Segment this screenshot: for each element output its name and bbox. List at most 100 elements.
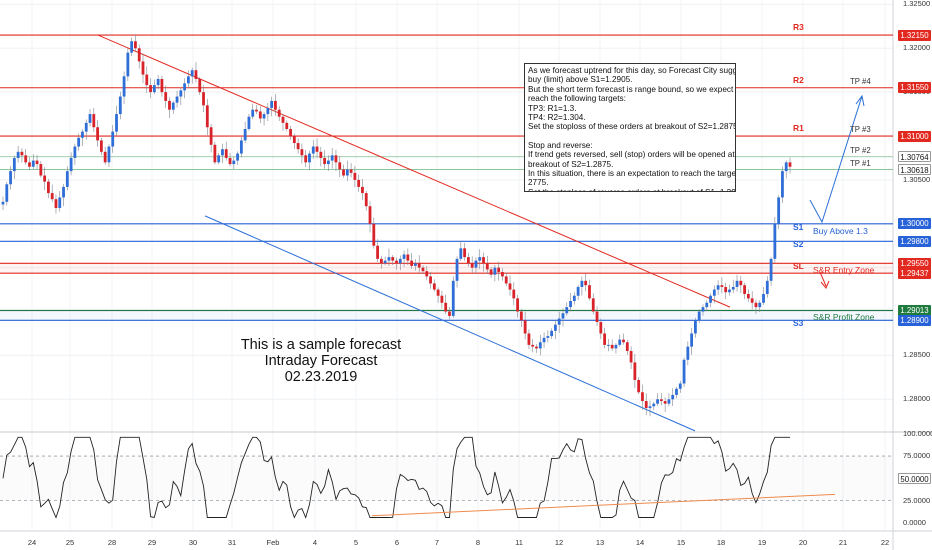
time-tick-label: 19 [757, 538, 767, 547]
candle-body [671, 394, 675, 400]
candle-body [368, 206, 372, 224]
candle-body [421, 267, 425, 272]
lower-channel-line [204, 215, 696, 432]
candle-body [489, 269, 493, 275]
candle-body [228, 157, 232, 165]
candle-body [122, 76, 126, 97]
candle-body [417, 263, 421, 268]
candle-body [432, 283, 436, 290]
forecast-title-line1: This is a sample forecast [240, 337, 402, 353]
candle-body [614, 344, 618, 349]
candle-body [572, 295, 576, 301]
candle-body [777, 197, 781, 224]
price-tick-label: 1.32500 [903, 0, 931, 9]
candle-body [342, 169, 345, 176]
candle-body [311, 146, 315, 154]
candle-body [535, 346, 538, 349]
time-tick-label: 20 [798, 538, 808, 547]
candle-body [255, 109, 258, 112]
candle-body [659, 399, 663, 402]
profit-zone-band [0, 310, 893, 321]
time-tick-label: 24 [27, 538, 37, 547]
candle-body [31, 160, 35, 167]
annotation-line: Set the stoploss of these orders at brea… [528, 122, 736, 132]
candle-body [542, 337, 546, 343]
candle-body [16, 151, 20, 158]
forecast-arrowhead-up [855, 94, 865, 107]
price-tick-label: 1.28000 [903, 394, 931, 404]
candle-body [501, 272, 504, 277]
level-price-tag: 1.31550 [898, 82, 931, 94]
rsi-tick-label: 0.0000 [903, 517, 926, 527]
candle-body [12, 157, 16, 172]
candle-body [523, 320, 527, 334]
level-name: SL [793, 261, 804, 272]
annotation-line: If trend gets reversed, sell (stop) orde… [528, 150, 735, 160]
candle-body [444, 302, 448, 312]
candle-body [735, 280, 739, 287]
candle-body [682, 359, 686, 384]
candle-body [550, 330, 554, 337]
time-tick-label: 15 [676, 538, 686, 547]
candle-body [137, 48, 141, 62]
candle-body [697, 311, 701, 321]
candle-body [156, 78, 160, 86]
candle-body [773, 223, 777, 259]
candle-body [330, 155, 334, 161]
candle-body [618, 339, 622, 345]
annotation-line: breakout of S2=1.2875. [528, 159, 614, 169]
candle-body [584, 280, 588, 286]
candle-body [610, 344, 614, 349]
candle-body [485, 263, 489, 270]
time-tick-label: 14 [635, 538, 645, 547]
candle-body [398, 258, 402, 264]
candle-body [81, 131, 84, 138]
candle-body [402, 254, 406, 259]
candle-body [345, 169, 349, 176]
candle-body [274, 100, 277, 110]
forecast-annotation-box: As we forecast uptrend for this day, so … [524, 63, 736, 192]
candle-body [281, 116, 285, 123]
candle-body [84, 122, 88, 132]
candle-body [387, 257, 391, 261]
annotation-line: Set the stoploss of reverse orders at br… [528, 188, 735, 191]
level-price-tag: 1.29550 [898, 257, 931, 269]
target-name: TP #4 [850, 76, 871, 86]
candle-body [656, 399, 659, 404]
candle-body [482, 257, 485, 264]
candle-body [429, 276, 432, 284]
candle-body [629, 351, 633, 363]
candle-body [262, 114, 266, 119]
level-price-tag: 1.30000 [898, 218, 931, 230]
candle-body [326, 160, 330, 165]
candle-body [497, 267, 501, 273]
level-name: S1 [793, 221, 804, 232]
candle-body [652, 403, 656, 407]
candle-body [750, 298, 754, 303]
candle-body [164, 92, 168, 101]
candle-body [130, 41, 134, 53]
candle-body [168, 100, 171, 110]
down-trendline-red [97, 34, 731, 308]
candle-body [758, 302, 762, 308]
candle-body [743, 285, 746, 294]
candle-body [349, 169, 353, 173]
candle-body [43, 175, 47, 182]
candle-body [103, 151, 107, 163]
candle-body [414, 263, 417, 266]
candle-body [561, 313, 565, 319]
candle-body [383, 260, 387, 264]
entry-zone-label: S&R Entry Zone [813, 265, 875, 275]
candle-body [599, 322, 603, 334]
candle-body [663, 401, 667, 404]
annotation-line: In this situation, there is an expectati… [528, 169, 736, 179]
candle-body [20, 151, 24, 156]
candle-body [459, 248, 463, 259]
candle-body [436, 289, 440, 296]
candle-body [251, 109, 255, 117]
candle-body [784, 162, 788, 172]
rsi-tick-label: 100.0000 [903, 428, 932, 438]
candle-body [152, 85, 156, 93]
candle-body [395, 260, 398, 264]
candle-body [364, 193, 368, 207]
